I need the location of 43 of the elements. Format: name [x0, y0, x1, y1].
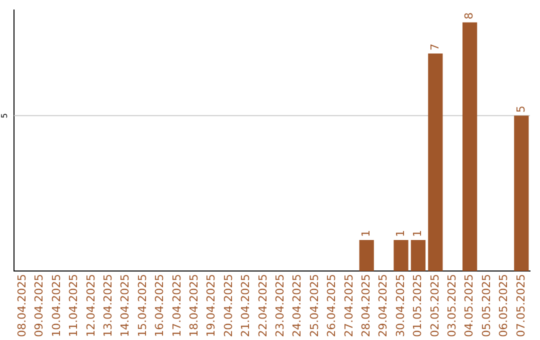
- x-tick-label: 09.04.2025: [32, 274, 46, 338]
- data-label: 8: [462, 12, 476, 20]
- x-tick-label: 26.04.2025: [325, 274, 338, 338]
- bar: [428, 54, 443, 272]
- x-tick-label: 11.04.2025: [67, 274, 80, 338]
- x-tick-label: 27.04.2025: [342, 274, 356, 338]
- x-tick-label: 13.04.2025: [101, 274, 114, 338]
- x-tick-label: 08.04.2025: [15, 274, 28, 338]
- x-tick-label: 19.04.2025: [204, 274, 218, 338]
- data-label: 1: [359, 230, 372, 237]
- x-tick-label: 17.04.2025: [170, 274, 184, 338]
- x-tick-label: 29.04.2025: [376, 274, 390, 338]
- x-tick-label: 10.04.2025: [50, 274, 63, 338]
- x-tick-label: 22.04.2025: [256, 274, 270, 338]
- x-tick-label: 16.04.2025: [153, 274, 166, 338]
- x-tick-label: 21.04.2025: [239, 274, 252, 338]
- x-tick-label: 25.04.2025: [308, 274, 321, 338]
- data-label: 7: [428, 44, 442, 51]
- x-tick-label: 07.05.2025: [514, 274, 528, 338]
- bar: [410, 240, 426, 272]
- x-tick-label: 24.04.2025: [290, 274, 304, 338]
- data-label: 1: [411, 230, 424, 237]
- x-tick-label: 30.04.2025: [394, 274, 407, 338]
- x-tick-label: 20.04.2025: [222, 274, 235, 338]
- bar: [462, 22, 478, 272]
- x-tick-label: 12.04.2025: [84, 274, 98, 338]
- x-tick-label: 01.05.2025: [411, 274, 424, 338]
- bar: [514, 116, 529, 272]
- data-label: 5: [514, 106, 528, 113]
- data-label: 1: [394, 230, 407, 237]
- x-tick-label: 23.04.2025: [273, 274, 286, 338]
- bar: [359, 240, 374, 272]
- x-tick-label: 06.05.2025: [497, 274, 510, 338]
- x-tick-label: 28.04.2025: [359, 274, 372, 338]
- x-tick-label: 02.05.2025: [428, 274, 442, 338]
- x-tick-label: 03.05.2025: [445, 274, 458, 338]
- bar: [394, 240, 408, 272]
- x-tick-label: 05.05.2025: [480, 274, 493, 338]
- x-tick-label: 18.04.2025: [187, 274, 200, 338]
- x-tick-label: 14.04.2025: [118, 274, 132, 338]
- x-tick-label: 04.05.2025: [462, 274, 476, 338]
- x-tick-label: 15.04.2025: [136, 274, 149, 338]
- ref-line-label: 5: [0, 113, 10, 118]
